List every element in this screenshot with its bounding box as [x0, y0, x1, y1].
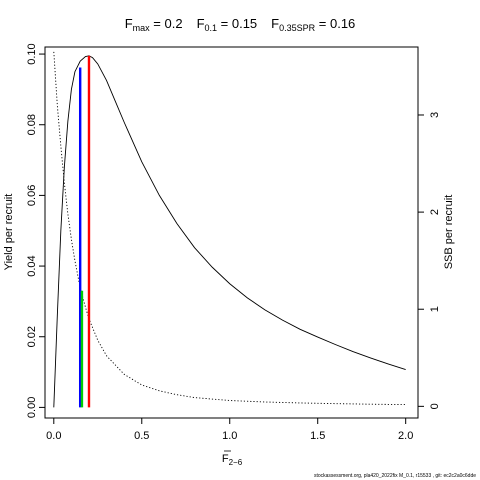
y-tick-label: 0.02	[26, 326, 38, 347]
footer-text: stockassessment.org, pla420_2022fix M_0.…	[314, 473, 476, 479]
x-axis-label: F2−6	[222, 453, 243, 467]
y2-axis-label: SSB per recruit	[443, 195, 455, 270]
title-f01-subscript: 0.1	[205, 23, 218, 33]
y-axis-right: 0 1 2 3	[417, 112, 441, 409]
y-tick-label: 0.10	[26, 43, 38, 64]
yield-per-recruit-line	[53, 55, 406, 408]
title-fmax-symbol: F	[125, 16, 133, 31]
plot-frame	[44, 46, 419, 419]
y2-tick-label: 3	[429, 112, 441, 118]
title-fmax-value: = 0.2	[150, 16, 183, 31]
x-axis: 0.0 0.5 1.0 1.5 2.0	[46, 417, 413, 442]
y-axis-left: 0.00 0.02 0.04 0.06 0.08 0.10	[26, 43, 46, 418]
chart-title: Fmax = 0.2 F0.1 = 0.15 F0.35SPR = 0.16	[125, 16, 356, 33]
ssb-per-recruit-line	[53, 51, 406, 406]
title-f01-symbol: F	[197, 16, 205, 31]
reference-lines	[78, 55, 91, 408]
y2-tick-label: 0	[429, 403, 441, 409]
title-f01-value: = 0.15	[217, 16, 257, 31]
x-axis-label-main: F	[222, 453, 229, 465]
title-fspr-subscript: 0.35SPR	[279, 23, 316, 33]
y2-tick-label: 1	[429, 306, 441, 312]
y-axis-label: Yield per recruit	[3, 194, 15, 271]
x-tick-label: 0.0	[46, 430, 61, 442]
x-axis-label-sub: 2−6	[229, 458, 243, 467]
x-tick-label: 0.5	[134, 430, 149, 442]
y2-tick-label: 2	[429, 209, 441, 215]
y-tick-label: 0.08	[26, 114, 38, 135]
series-layer	[53, 51, 406, 408]
x-tick-label: 1.0	[222, 430, 237, 442]
y-tick-label: 0.00	[26, 397, 38, 418]
x-tick-label: 2.0	[398, 430, 413, 442]
title-fmax-subscript: max	[133, 23, 151, 33]
y-tick-label: 0.06	[26, 185, 38, 206]
x-tick-label: 1.5	[310, 430, 325, 442]
title-fspr-symbol: F	[271, 16, 279, 31]
title-fspr-value: = 0.16	[315, 16, 355, 31]
y-tick-label: 0.04	[26, 255, 38, 276]
